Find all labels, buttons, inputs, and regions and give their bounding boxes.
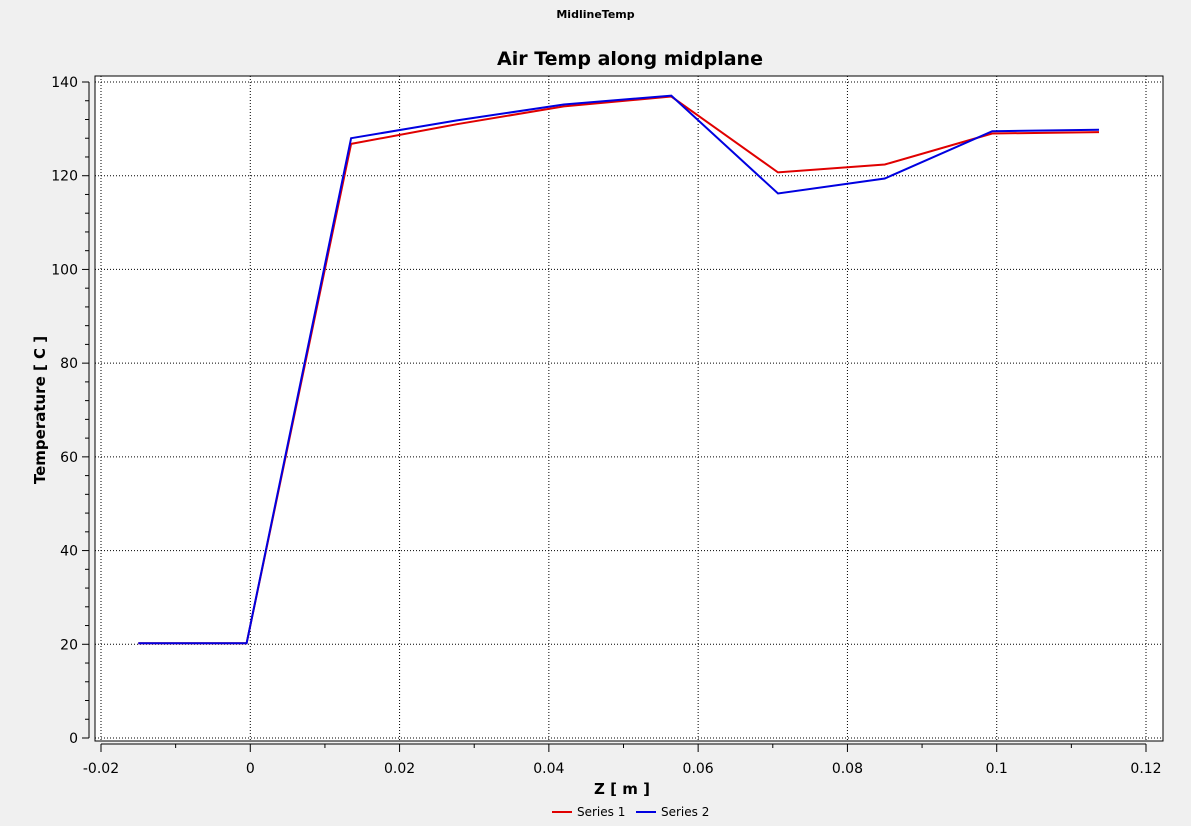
- grid: [95, 76, 1163, 741]
- x-tick-label: 0: [246, 761, 255, 777]
- window-title: MidlineTemp: [556, 8, 635, 21]
- axes: -0.02 0 0.02 0.04 0.06 0.08 0.1 0.12 0 20 40 60 80 10…: [51, 75, 1161, 777]
- series-lines: [138, 94, 1100, 645]
- chart-title: Air Temp along midplane: [497, 48, 763, 70]
- y-tick-label: 80: [60, 356, 78, 372]
- y-tick-label: 20: [60, 637, 78, 653]
- legend: Series 1 Series 2: [552, 805, 709, 819]
- x-tick-label: 0.02: [384, 761, 415, 777]
- y-tick-label: 100: [51, 262, 78, 278]
- legend-label-1: Series 1: [577, 805, 625, 819]
- x-axis-label: Z [ m ]: [594, 780, 650, 798]
- legend-label-2: Series 2: [661, 805, 709, 819]
- series-line-2: [138, 94, 1100, 645]
- x-tick-label: 0.06: [683, 761, 714, 777]
- y-axis-label: Temperature [ C ]: [31, 336, 49, 484]
- x-tick-label: 0.1: [986, 761, 1008, 777]
- x-tick-label: -0.02: [83, 761, 119, 777]
- y-tick-label: 0: [69, 731, 78, 747]
- y-tick-label: 60: [60, 450, 78, 466]
- x-tick-label: 0.08: [832, 761, 863, 777]
- y-tick-label: 120: [51, 169, 78, 185]
- plot-area: [94, 75, 1164, 742]
- x-tick-label: 0.12: [1130, 761, 1161, 777]
- x-tick-label: 0.04: [533, 761, 564, 777]
- y-tick-label: 140: [51, 75, 78, 91]
- y-tick-label: 40: [60, 544, 78, 560]
